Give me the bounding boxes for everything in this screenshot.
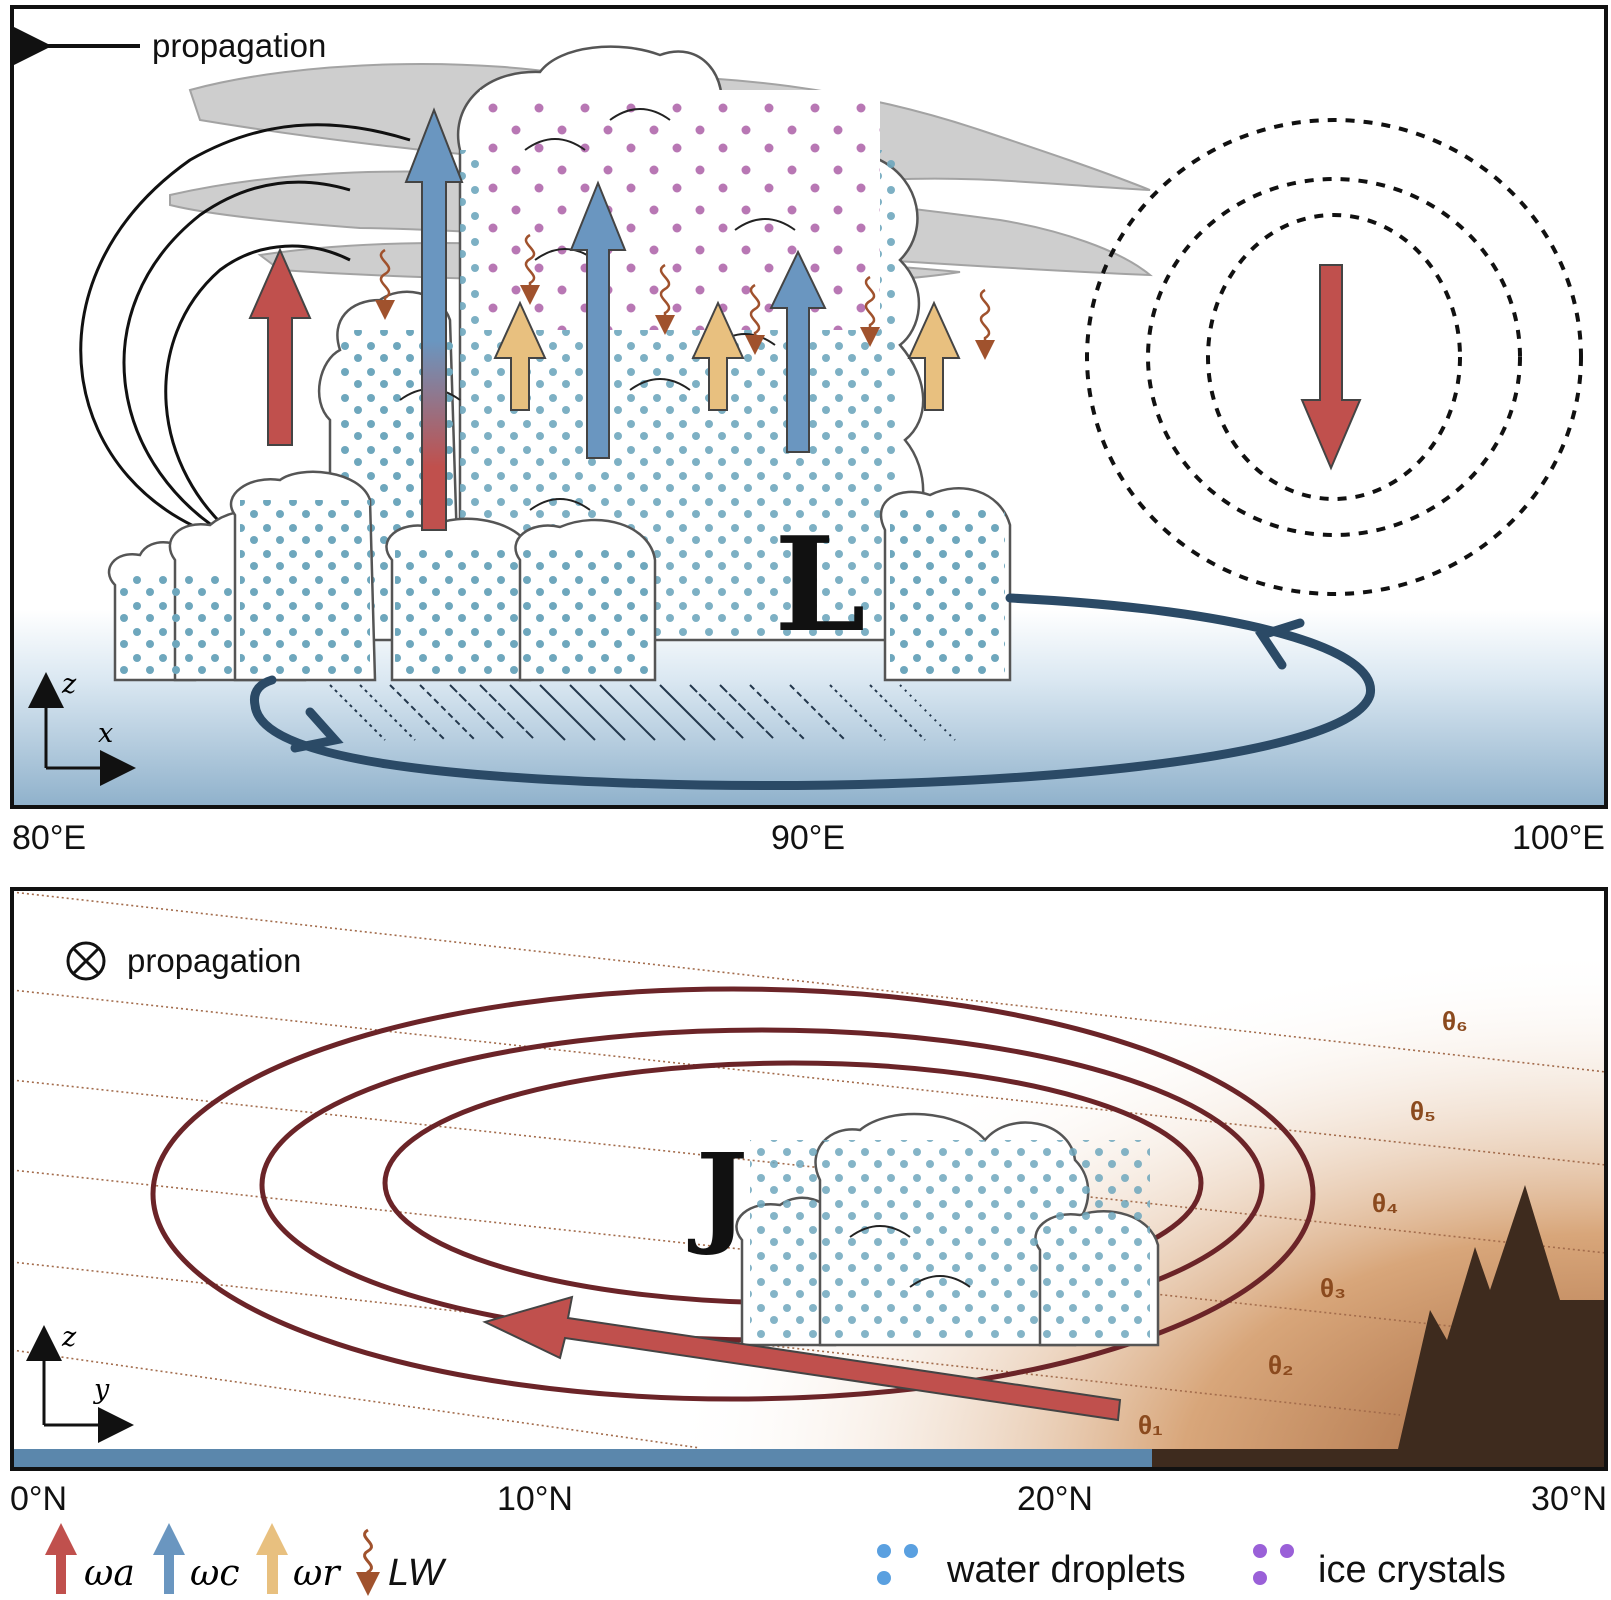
- tick-80E: 80°E: [12, 819, 86, 857]
- into-page-icon: [66, 941, 106, 981]
- bottom-x-ticks: 0°N 10°N 20°N 30°N: [10, 1480, 1607, 1518]
- top-panel-frame: [10, 5, 1608, 809]
- propagation-label-top: propagation: [152, 27, 326, 64]
- legend-omega-c: ωc: [153, 1523, 240, 1594]
- circulation-rings-left: [79, 123, 411, 542]
- tick-100E: 100°E: [1512, 819, 1605, 857]
- ocean-strip: [12, 1449, 1152, 1469]
- water-droplet-icon: [877, 1544, 891, 1558]
- land-strip: [1152, 1449, 1606, 1469]
- legend-omega-a-label: ωa: [84, 1553, 135, 1594]
- isentrope-labels: θ₁ θ₂ θ₃ θ₄ θ₅ θ₆: [1138, 1006, 1468, 1440]
- bottom-panel-frame: [10, 887, 1608, 1471]
- theta-3-label: θ₃: [1320, 1273, 1346, 1303]
- tick-90E: 90°E: [771, 819, 845, 857]
- axis-y-label-bottom: y: [93, 1374, 110, 1405]
- legend-omega-r-label: ωr: [293, 1553, 341, 1594]
- legend-water-droplets: water droplets: [877, 1544, 1186, 1591]
- propagation-label-bottom: propagation: [127, 942, 301, 979]
- legend-omega-c-label: ωc: [190, 1553, 240, 1594]
- omega-c-arrows: [569, 180, 827, 459]
- theta-6-label: θ₆: [1442, 1006, 1468, 1036]
- jet-label: J: [687, 1129, 748, 1258]
- low-pressure-label: L: [774, 508, 865, 661]
- legend-water-droplets-label: water droplets: [946, 1549, 1186, 1591]
- tick-10N: 10°N: [497, 1480, 573, 1518]
- theta-4-label: θ₄: [1372, 1188, 1398, 1218]
- omega-r-arrows: [493, 300, 961, 411]
- tick-0N: 0°N: [10, 1480, 67, 1518]
- theta-2-label: θ₂: [1268, 1350, 1294, 1380]
- ice-crystal-icon: [1253, 1544, 1267, 1558]
- axis-z-label-top: z: [61, 669, 77, 700]
- mountain-terrain: [1398, 1185, 1606, 1449]
- legend-ice-crystals-label: ice crystals: [1318, 1549, 1506, 1591]
- top-panel: L propagation z x: [10, 5, 1608, 809]
- omega-a-slanted-arrow: [482, 1295, 1122, 1422]
- axis-x-label-top: x: [98, 718, 113, 749]
- lw-squiggles: [375, 233, 995, 360]
- theta-1-label: θ₁: [1138, 1410, 1163, 1440]
- omega-a-arrow-top: [248, 247, 312, 446]
- legend-ice-crystals: ice crystals: [1253, 1544, 1506, 1591]
- top-x-ticks: 80°E 90°E 100°E: [12, 819, 1605, 857]
- rain-hatching: [329, 684, 956, 741]
- axes-zy: [26, 1325, 134, 1443]
- axis-z-label-bottom: z: [61, 1322, 77, 1353]
- legend: ωa ωc ωr LW water droplets ice crystals: [45, 1523, 1506, 1596]
- omega-a-down-arrow: [1300, 264, 1362, 471]
- tick-30N: 30°N: [1531, 1480, 1607, 1518]
- theta-5-label: θ₅: [1410, 1096, 1436, 1126]
- legend-lw: LW: [356, 1528, 447, 1596]
- axes-zx: [28, 672, 136, 786]
- tick-20N: 20°N: [1017, 1480, 1093, 1518]
- subsidence-rings: [1085, 118, 1583, 596]
- bottom-panel: J θ₁ θ₂ θ₃ θ₄ θ₅ θ₆ propagation z y: [10, 887, 1608, 1471]
- omega-a-arrow-gradient: [404, 107, 464, 531]
- legend-lw-label: LW: [388, 1552, 447, 1594]
- surface-circulation-loop: [249, 593, 1375, 791]
- legend-omega-a: ωa: [45, 1523, 135, 1594]
- bottom-convective-cloud: [735, 1112, 1160, 1347]
- legend-omega-r: ωr: [256, 1523, 341, 1594]
- shallow-clouds: [107, 470, 1012, 682]
